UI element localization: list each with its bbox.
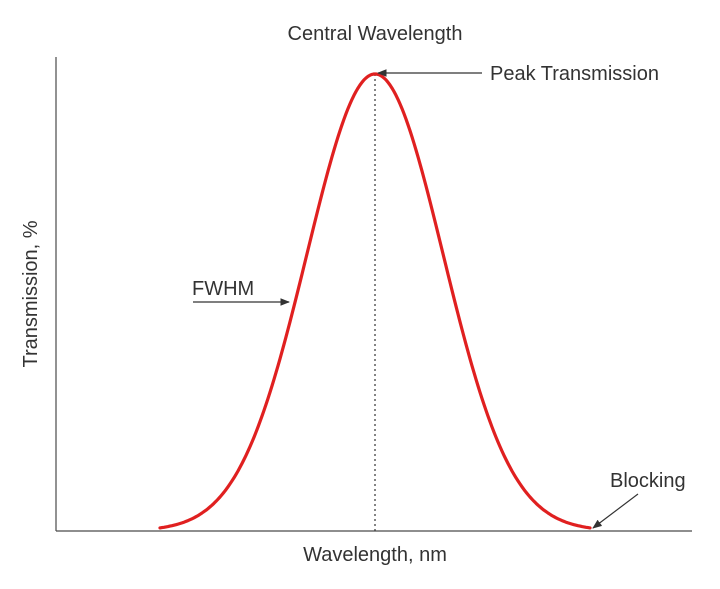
- fwhm-label: FWHM: [192, 278, 254, 300]
- central-wavelength-label: Central Wavelength: [288, 23, 463, 45]
- blocking-label: Blocking: [610, 470, 686, 492]
- blocking-pointer: [592, 493, 639, 529]
- transmission-curve: [158, 72, 592, 530]
- x-axis-label: Wavelength, nm: [303, 544, 447, 566]
- peak-transmission-label: Peak Transmission: [490, 63, 659, 85]
- y-axis-label: Transmission, %: [20, 220, 42, 367]
